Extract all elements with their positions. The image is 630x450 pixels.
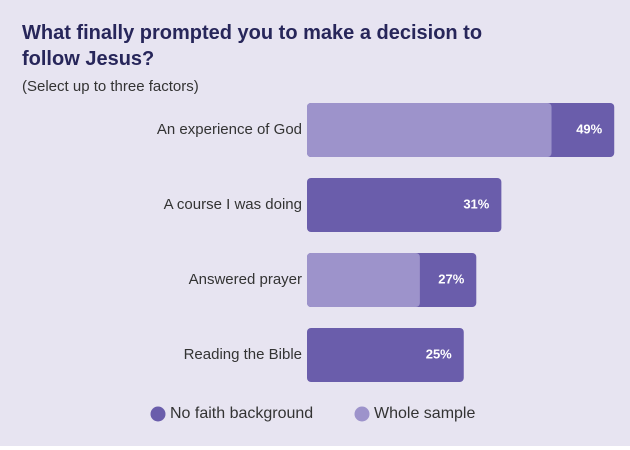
chart-subtitle: (Select up to three factors) bbox=[22, 78, 199, 95]
category-label: Answered prayer bbox=[189, 271, 302, 288]
category-label: A course I was doing bbox=[164, 196, 302, 213]
legend-label: Whole sample bbox=[374, 405, 475, 422]
chart-title: What finally prompted you to make a deci… bbox=[22, 22, 483, 70]
value-label: 25% bbox=[426, 346, 452, 361]
value-label: 31% bbox=[463, 196, 489, 211]
bar bbox=[307, 178, 502, 232]
category-label: Reading the Bible bbox=[184, 346, 302, 363]
category-label: An experience of God bbox=[157, 121, 302, 138]
value-label: 27% bbox=[438, 271, 464, 286]
value-label: 49% bbox=[576, 121, 602, 136]
legend-swatch bbox=[150, 406, 166, 422]
bar bbox=[307, 253, 420, 307]
legend-swatch bbox=[354, 406, 370, 422]
bar bbox=[307, 103, 552, 157]
legend-label: No faith background bbox=[170, 405, 313, 422]
bar bbox=[307, 328, 464, 382]
bottom-strip bbox=[0, 446, 630, 450]
